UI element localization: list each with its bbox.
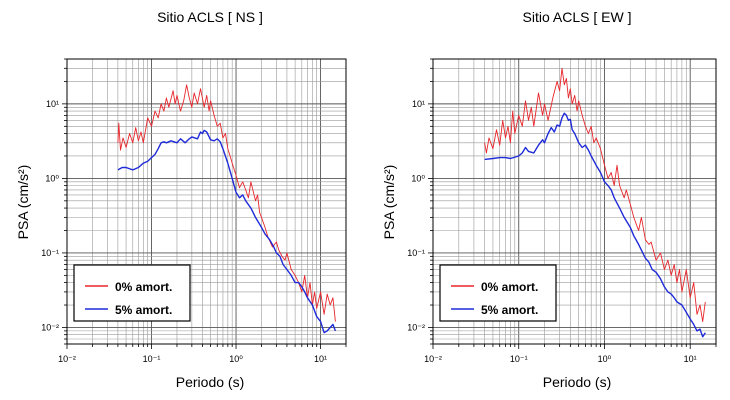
y-tick-label: 10¹ xyxy=(412,99,425,109)
x-tick-label: 10¹ xyxy=(684,354,697,364)
series-line-damped xyxy=(484,112,706,338)
series-line-damped xyxy=(117,129,337,334)
y-tick-label: 10⁰ xyxy=(45,173,59,183)
y-axis-label: PSA (cm/s²) xyxy=(381,165,397,240)
legend: 0% amort. 5% amort. xyxy=(439,264,557,322)
x-tick-label: 10¹ xyxy=(314,354,327,364)
series-layer xyxy=(117,84,337,334)
chart-title: Sitio ACLS [ EW ] xyxy=(523,9,632,25)
y-tick-label: 10⁻² xyxy=(41,322,59,332)
plot-frame xyxy=(66,58,347,345)
chart-panel-ew: Sitio ACLS [ EW ] 10⁻² 10⁻² 10⁻¹ 10⁻¹ 10⁰ 10⁰… xyxy=(381,9,717,390)
legend-label-1: 5% amort. xyxy=(115,303,172,317)
legend: 0% amort. 5% amort. xyxy=(73,264,191,322)
chart-title: Sitio ACLS [ NS ] xyxy=(157,9,263,25)
y-tick-label: 10¹ xyxy=(46,99,59,109)
y-tick-label: 10⁻² xyxy=(407,322,425,332)
legend-label-1: 5% amort. xyxy=(481,303,538,317)
plot-frame xyxy=(432,58,717,345)
series-line-undamped xyxy=(484,67,706,323)
x-axis-label: Periodo (s) xyxy=(176,374,244,390)
x-axis-label: Periodo (s) xyxy=(543,374,611,390)
y-axis-label: PSA (cm/s²) xyxy=(15,165,31,240)
tick-layer: 10⁻² 10⁻² 10⁻¹ 10⁻¹ 10⁰ 10⁰ 10¹ 10¹ xyxy=(407,58,717,364)
x-tick-label: 10⁻¹ xyxy=(143,354,161,364)
legend-label-0: 0% amort. xyxy=(481,280,538,294)
y-tick-label: 10⁰ xyxy=(411,173,425,183)
y-tick-label: 10⁻¹ xyxy=(407,248,425,258)
legend-label-0: 0% amort. xyxy=(115,280,172,294)
x-tick-label: 10⁰ xyxy=(598,354,612,364)
chart-panel-ns: Sitio ACLS [ NS ] 10⁻² 10⁻² 10⁻¹ 10⁻¹ 10⁰ 10⁰… xyxy=(15,9,347,390)
x-tick-label: 10⁻² xyxy=(424,354,442,364)
series-layer xyxy=(484,67,706,338)
legend-box xyxy=(439,264,557,322)
x-tick-label: 10⁻¹ xyxy=(510,354,528,364)
series-line-undamped xyxy=(117,84,336,322)
x-tick-label: 10⁰ xyxy=(229,354,243,364)
legend-box xyxy=(73,264,191,322)
tick-layer: 10⁻² 10⁻² 10⁻¹ 10⁻¹ 10⁰ 10⁰ 10¹ 10¹ xyxy=(41,58,347,364)
y-tick-label: 10⁻¹ xyxy=(41,248,59,258)
x-tick-label: 10⁻² xyxy=(58,354,76,364)
